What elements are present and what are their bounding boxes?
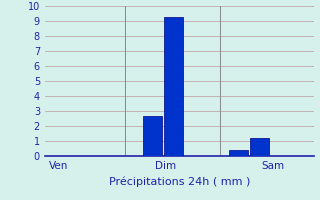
Bar (164, 17, 183, 156)
Bar (229, 150, 248, 156)
Bar (143, 116, 162, 156)
Bar (251, 138, 269, 156)
X-axis label: Précipitations 24h ( mm ): Précipitations 24h ( mm ) (108, 176, 250, 187)
